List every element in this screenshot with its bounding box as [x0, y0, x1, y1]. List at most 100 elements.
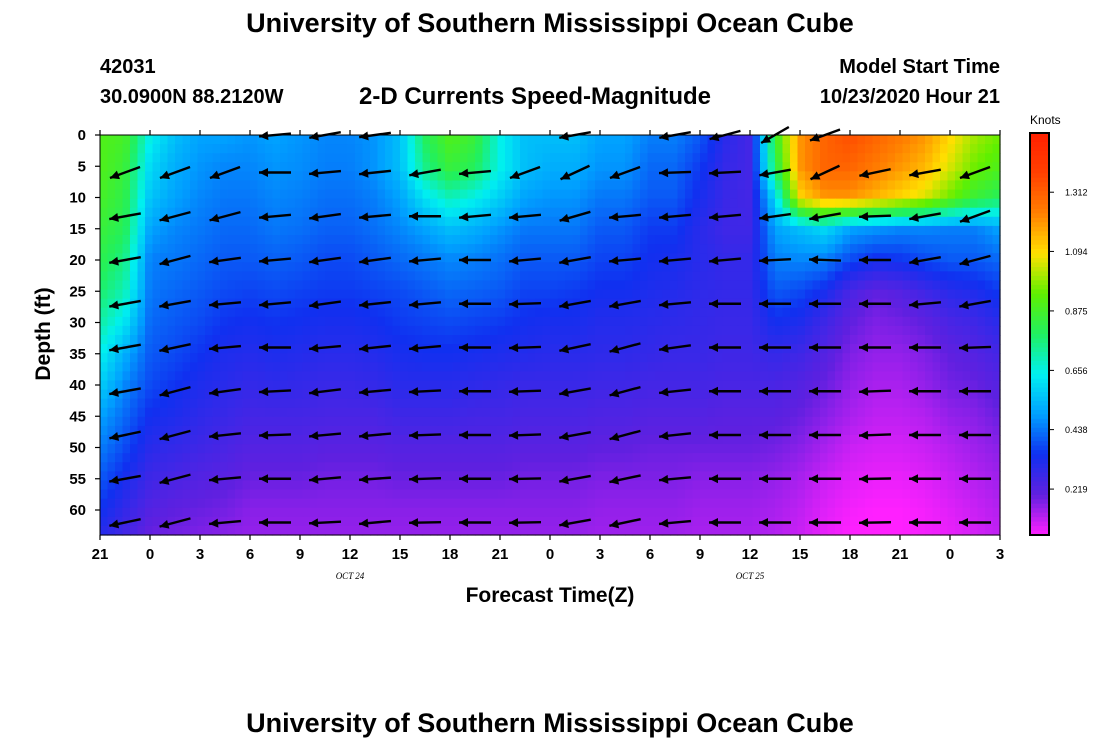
heatmap-cell — [460, 425, 469, 436]
heatmap-cell — [145, 289, 154, 300]
heatmap-cell — [160, 398, 169, 409]
heatmap-cell — [835, 389, 844, 400]
heatmap-cell — [250, 153, 259, 163]
heatmap-cell — [310, 425, 319, 436]
heatmap-cell — [580, 462, 589, 472]
heatmap-cell — [212, 289, 221, 300]
heatmap-cell — [130, 344, 139, 354]
heatmap-cell — [707, 389, 716, 400]
heatmap-cell — [992, 298, 1001, 309]
heatmap-cell — [317, 180, 326, 191]
heatmap-cell — [827, 162, 836, 172]
heatmap-cell — [460, 362, 469, 372]
heatmap-cell — [797, 435, 806, 445]
heatmap-cell — [857, 407, 866, 418]
heatmap-cell — [505, 480, 514, 491]
heatmap-cell — [587, 435, 596, 445]
heatmap-cell — [842, 498, 851, 509]
heatmap-cell — [782, 398, 791, 409]
heatmap-cell — [235, 235, 244, 245]
heatmap-cell — [325, 389, 334, 400]
heatmap-cell — [655, 135, 664, 145]
heatmap-cell — [175, 153, 184, 163]
heatmap-cell — [820, 335, 829, 345]
heatmap-cell — [715, 344, 724, 354]
heatmap-cell — [527, 144, 536, 154]
heatmap-cell — [887, 480, 896, 491]
heatmap-cell — [490, 325, 499, 336]
heatmap-cell — [887, 253, 896, 263]
heatmap-cell — [940, 453, 949, 463]
heatmap-cell — [272, 407, 281, 418]
heatmap-cell — [190, 489, 199, 500]
heatmap-cell — [392, 353, 401, 363]
heatmap-cell — [272, 189, 281, 200]
heatmap-cell — [415, 407, 424, 418]
heatmap-cell — [602, 471, 611, 482]
heatmap-cell — [550, 135, 559, 145]
heatmap-cell — [227, 471, 236, 482]
heatmap-cell — [437, 189, 446, 200]
heatmap-cell — [467, 280, 476, 291]
heatmap-cell — [175, 462, 184, 472]
heatmap-cell — [100, 371, 109, 382]
heatmap-cell — [317, 171, 326, 182]
heatmap-cell — [280, 489, 289, 500]
heatmap-cell — [602, 335, 611, 345]
heatmap-cell — [317, 498, 326, 509]
heatmap-cell — [767, 435, 776, 445]
heatmap-cell — [752, 416, 761, 427]
heatmap-cell — [295, 453, 304, 463]
heatmap-cell — [482, 335, 491, 345]
heatmap-cell — [302, 325, 311, 336]
heatmap-cell — [917, 189, 926, 200]
heatmap-cell — [970, 462, 979, 472]
heatmap-cell — [430, 453, 439, 463]
heatmap-cell — [392, 180, 401, 191]
heatmap-cell — [730, 198, 739, 209]
heatmap-cell — [850, 298, 859, 309]
heatmap-cell — [737, 316, 746, 327]
heatmap-cell — [587, 225, 596, 236]
heatmap-cell — [505, 371, 514, 382]
heatmap-cell — [632, 398, 641, 409]
heatmap-cell — [880, 253, 889, 263]
heatmap-cell — [310, 462, 319, 472]
heatmap-cell — [145, 480, 154, 491]
heatmap-cell — [332, 453, 341, 463]
heatmap-cell — [610, 144, 619, 154]
heatmap-cell — [250, 171, 259, 182]
heatmap-cell — [685, 471, 694, 482]
heatmap-cell — [932, 398, 941, 409]
heatmap-cell — [452, 271, 461, 282]
heatmap-cell — [370, 262, 379, 272]
heatmap-cell — [122, 407, 131, 418]
heatmap-cell — [280, 462, 289, 472]
heatmap-cell — [782, 153, 791, 163]
heatmap-cell — [400, 353, 409, 363]
heatmap-cell — [887, 489, 896, 500]
heatmap-cell — [317, 153, 326, 163]
heatmap-cell — [820, 207, 829, 218]
heatmap-cell — [625, 435, 634, 445]
heatmap-cell — [445, 144, 454, 154]
heatmap-cell — [377, 180, 386, 191]
heatmap-cell — [400, 325, 409, 336]
heatmap-cell — [445, 353, 454, 363]
heatmap-cell — [857, 416, 866, 427]
heatmap-cell — [145, 389, 154, 400]
heatmap-cell — [617, 507, 626, 518]
heatmap-cell — [685, 225, 694, 236]
heatmap-cell — [955, 380, 964, 391]
heatmap-cell — [497, 235, 506, 245]
heatmap-cell — [752, 271, 761, 282]
heatmap-cell — [220, 162, 229, 172]
heatmap-cell — [850, 289, 859, 300]
heatmap-cell — [445, 498, 454, 509]
heatmap-cell — [152, 162, 161, 172]
heatmap-cell — [707, 471, 716, 482]
heatmap-cell — [242, 471, 251, 482]
heatmap-cell — [482, 162, 491, 172]
heatmap-cell — [392, 162, 401, 172]
heatmap-cell — [257, 298, 266, 309]
